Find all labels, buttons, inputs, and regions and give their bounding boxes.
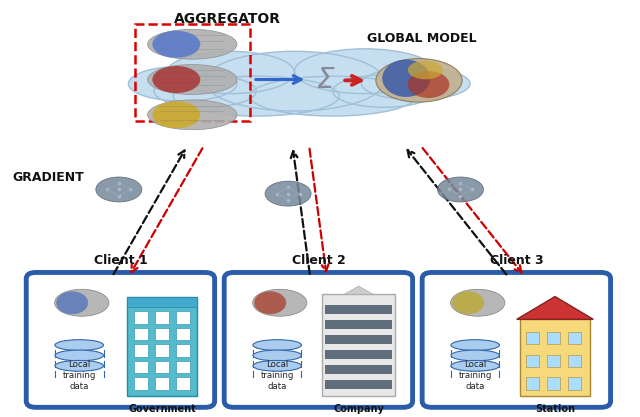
Ellipse shape [148,29,237,59]
Text: Σ: Σ [316,66,334,94]
Bar [134,344,148,357]
Bar [526,354,539,367]
Bar [155,361,169,373]
Bar [175,311,189,324]
Bar [155,377,169,390]
Ellipse shape [96,177,142,202]
Text: Local
training
data: Local training data [458,360,492,391]
Bar [325,305,392,314]
FancyBboxPatch shape [422,272,611,407]
Ellipse shape [152,31,200,58]
Polygon shape [344,286,373,294]
Bar [134,328,148,340]
Bar [155,344,169,357]
Text: GRADIENT: GRADIENT [12,171,84,183]
Text: Client 2: Client 2 [292,254,345,267]
Bar [325,364,392,374]
Bar [325,320,392,329]
Ellipse shape [55,350,104,361]
Ellipse shape [152,101,200,128]
Bar [526,377,539,390]
Ellipse shape [376,58,462,102]
Bar [127,296,197,307]
Ellipse shape [362,68,470,100]
Text: GLOBAL MODEL: GLOBAL MODEL [367,32,477,45]
Ellipse shape [408,71,449,98]
Bar [175,328,189,340]
Ellipse shape [265,181,311,206]
Bar [547,332,560,344]
Ellipse shape [333,75,435,107]
Ellipse shape [253,360,301,371]
Ellipse shape [382,60,430,97]
Bar [155,311,169,324]
Bar [325,379,392,389]
Bar [325,349,392,359]
Ellipse shape [148,100,237,130]
Bar [134,377,148,390]
Text: Local
training
data: Local training data [260,360,294,391]
Polygon shape [516,296,593,319]
Ellipse shape [253,289,307,316]
Bar [526,332,539,344]
Ellipse shape [154,75,256,107]
Bar [134,311,148,324]
Bar [322,294,396,396]
Ellipse shape [205,51,384,111]
Ellipse shape [451,340,499,350]
Ellipse shape [254,291,286,314]
Bar [175,361,189,373]
Bar [568,354,581,367]
Bar [325,335,392,344]
Ellipse shape [173,76,339,116]
Ellipse shape [55,340,104,350]
Text: Client 1: Client 1 [93,254,147,267]
Ellipse shape [451,350,499,361]
Text: Government: Government [129,404,196,414]
Ellipse shape [56,291,88,314]
Bar [175,377,189,390]
Ellipse shape [451,289,505,316]
Ellipse shape [152,66,200,93]
Ellipse shape [167,51,294,94]
Bar [568,332,581,344]
FancyBboxPatch shape [26,272,214,407]
Bar [175,344,189,357]
Bar [568,377,581,390]
Bar [155,328,169,340]
Bar [520,319,590,396]
Ellipse shape [452,291,484,314]
Text: AGGREGATOR: AGGREGATOR [174,13,281,26]
Ellipse shape [148,65,237,95]
Text: Client 3: Client 3 [490,254,543,267]
Ellipse shape [54,289,109,316]
Ellipse shape [250,76,416,116]
Ellipse shape [129,66,237,101]
Ellipse shape [55,360,104,371]
Ellipse shape [451,360,499,371]
Ellipse shape [294,49,435,94]
Ellipse shape [408,60,443,79]
Bar [547,377,560,390]
Bar [547,354,560,367]
Text: Company: Company [333,404,384,414]
Bar [127,296,197,396]
Ellipse shape [253,340,301,350]
Text: Station: Station [535,404,575,414]
Ellipse shape [253,350,301,361]
Ellipse shape [438,177,483,202]
FancyBboxPatch shape [224,272,413,407]
Bar [134,361,148,373]
Text: Local
training
data: Local training data [63,360,96,391]
